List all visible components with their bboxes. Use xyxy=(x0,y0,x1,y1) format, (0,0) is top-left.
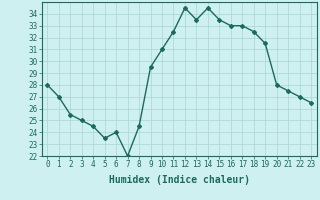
X-axis label: Humidex (Indice chaleur): Humidex (Indice chaleur) xyxy=(109,175,250,185)
